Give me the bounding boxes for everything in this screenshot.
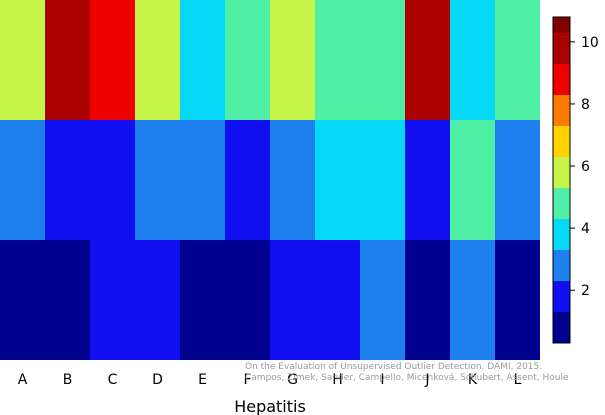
heatmap-cell	[90, 0, 135, 120]
heatmap-cell	[180, 240, 225, 360]
x-tick-label: I	[380, 372, 384, 388]
colorbar-tick-label: 8	[581, 97, 590, 113]
heatmap-cell	[450, 240, 495, 360]
colorbar-level	[553, 64, 570, 95]
heatmap-cell	[315, 240, 360, 360]
heatmap-cell	[225, 240, 270, 360]
heatmap-cell	[405, 0, 450, 120]
colorbar-level	[553, 250, 570, 281]
heatmap-cell	[135, 120, 180, 240]
heatmap-cell	[360, 120, 405, 240]
heatmap-cell	[45, 240, 90, 360]
heatmap-cell	[180, 0, 225, 120]
colorbar-level	[553, 157, 570, 188]
heatmap-cell	[270, 240, 315, 360]
x-tick-label: F	[243, 372, 251, 388]
heatmap-cell	[405, 240, 450, 360]
citation-line-1: On the Evaluation of Unsupervised Outlie…	[245, 362, 543, 372]
heatmap-cell	[450, 120, 495, 240]
colorbar-level	[553, 126, 570, 157]
colorbar-level	[553, 95, 570, 126]
colorbar-frame	[552, 16, 571, 344]
heatmap-cell	[495, 240, 540, 360]
heatmap-cell	[0, 240, 45, 360]
heatmap-cell	[135, 0, 180, 120]
colorbar-level	[553, 219, 570, 250]
heatmap-cell	[405, 120, 450, 240]
x-tick-label: B	[63, 372, 73, 388]
heatmap-cell	[0, 120, 45, 240]
heatmap-cell	[45, 0, 90, 120]
x-tick-label: G	[287, 372, 298, 388]
x-tick-label: E	[198, 372, 207, 388]
citation-credit: On the Evaluation of Unsupervised Outlie…	[245, 362, 568, 384]
heatmap-cell	[270, 0, 315, 120]
heatmap-cell	[225, 120, 270, 240]
x-tick-labels: A B C D E F G H I J K L	[18, 372, 522, 388]
heatmap-cell	[270, 120, 315, 240]
colorbar-tick-label: 4	[581, 221, 590, 237]
colorbar-level	[553, 312, 570, 343]
x-tick-label: D	[152, 372, 163, 388]
heatmap-cells	[0, 0, 540, 360]
heatmap-cell	[225, 0, 270, 120]
heatmap-cell	[450, 0, 495, 120]
colorbar-level	[553, 188, 570, 219]
heatmap-cell	[315, 120, 360, 240]
heatmap-cell	[90, 240, 135, 360]
heatmap-cell	[495, 0, 540, 120]
citation-line-2: Campos, Zimek, Sander, Campello, Micenko…	[245, 373, 569, 383]
heatmap-cell	[135, 240, 180, 360]
colorbar-tick-label: 2	[581, 283, 590, 299]
x-tick-label: J	[424, 372, 429, 388]
colorbar-level	[553, 33, 570, 64]
x-tick-label: H	[332, 372, 343, 388]
heatmap-cell	[315, 0, 360, 120]
heatmap-cell	[180, 120, 225, 240]
colorbar-tick-label: 6	[581, 159, 590, 175]
heatmap-cell	[0, 0, 45, 120]
x-axis-title: Hepatitis	[234, 397, 306, 415]
x-tick-label: K	[468, 372, 478, 388]
colorbar-tick-label: 10	[581, 35, 599, 51]
heatmap-cell	[495, 120, 540, 240]
heatmap-cell	[45, 120, 90, 240]
colorbar-ticks: 2 4 6 8 10	[570, 35, 599, 299]
colorbar-level	[553, 17, 570, 33]
heatmap-cell	[90, 120, 135, 240]
x-tick-label: C	[108, 372, 118, 388]
x-tick-label: A	[18, 372, 28, 388]
x-tick-label: L	[514, 372, 522, 388]
colorbar-level	[553, 281, 570, 312]
colorbar	[552, 16, 571, 344]
heatmap-cell	[360, 0, 405, 120]
heatmap-cell	[360, 240, 405, 360]
